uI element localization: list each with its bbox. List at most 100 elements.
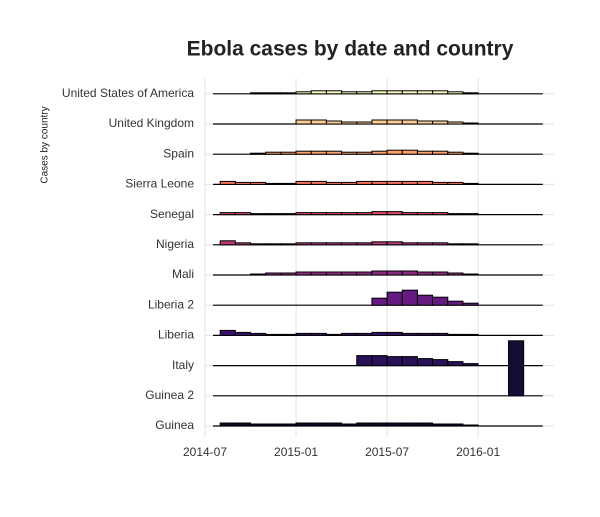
ridge-bin	[447, 213, 464, 216]
ridge-bin	[401, 212, 418, 216]
y-tick-label: Italy	[172, 358, 194, 372]
y-tick-label: Spain	[163, 146, 194, 160]
ridge-bin	[234, 331, 252, 336]
ridge-bin	[371, 270, 388, 276]
ridge-bin	[356, 212, 373, 216]
ridge-bin	[462, 152, 479, 155]
ridge-bin	[280, 182, 297, 185]
ridge-bin	[280, 333, 297, 336]
ridge-bin	[432, 150, 449, 155]
ridge-bin	[447, 243, 464, 246]
ridge-bin	[325, 181, 343, 185]
ridge-bin	[432, 359, 449, 367]
chart-title: Ebola cases by date and country	[187, 38, 514, 61]
ridge-bin	[234, 212, 252, 216]
ridge-bin	[356, 91, 373, 95]
ridge-bin	[447, 333, 464, 336]
ridge-bin	[265, 213, 282, 216]
ridge-bin	[371, 422, 388, 427]
ridge-bin	[280, 423, 297, 427]
ridge-bin	[371, 331, 388, 336]
ridge-bin	[250, 243, 267, 246]
ridge-bin	[416, 358, 434, 367]
ridge-bin	[447, 300, 464, 306]
ridge-bin	[356, 121, 373, 125]
ridge-bin	[371, 241, 388, 246]
ridge-bin	[341, 151, 358, 155]
ridge-bin	[447, 272, 464, 276]
ridge-bin	[462, 302, 479, 306]
ridge-bin	[295, 180, 312, 185]
ridge-bin	[447, 91, 464, 95]
ridge-bin	[386, 149, 403, 155]
ridge-bin	[280, 151, 297, 155]
x-tick-label: 2015-01	[274, 445, 318, 459]
y-axis-label: Cases by country	[40, 106, 51, 183]
ridge-bin	[250, 273, 267, 276]
ridge-bin	[447, 181, 464, 185]
ridge-bin	[507, 340, 525, 397]
ridge-bin	[401, 90, 418, 95]
ridge-bin	[341, 121, 358, 125]
ridge-bin	[295, 242, 312, 246]
x-tick-label: 2014-07	[183, 445, 227, 459]
ridge-bin	[432, 332, 449, 336]
ridge-bin	[265, 272, 282, 276]
ridge-bin	[341, 212, 358, 216]
ridge-bin	[401, 422, 418, 427]
ridge-bin	[250, 181, 267, 185]
ridge-bin	[310, 242, 327, 246]
ridge-bin	[386, 291, 403, 306]
ridge-bin	[371, 150, 388, 155]
ridge-bin	[432, 212, 449, 216]
ridge-bin	[356, 151, 373, 155]
y-tick-label: Guinea 2	[145, 388, 194, 402]
ridge-bin	[386, 90, 403, 95]
ridge-bin	[416, 271, 434, 276]
ridge-bin	[416, 90, 434, 95]
ridge-bin	[462, 122, 479, 125]
ridge-bin	[250, 92, 267, 95]
ridge-bin	[386, 422, 403, 427]
ridge-bin	[356, 332, 373, 336]
y-tick-label: Nigeria	[156, 237, 194, 251]
ridge-bin	[462, 363, 479, 367]
ridge-bin	[432, 271, 449, 276]
ridge-bin	[462, 424, 479, 427]
ridge-bin	[401, 119, 418, 125]
ridge-bin	[310, 90, 327, 95]
ridge-bin	[310, 180, 327, 185]
ridge-bin	[416, 294, 434, 306]
ridge-bin	[341, 271, 358, 276]
ridge-bin	[310, 150, 327, 155]
ridge-bin	[356, 355, 373, 367]
ridge-bin	[250, 213, 267, 216]
ridge-bin	[219, 240, 236, 246]
y-tick-label: Liberia 2	[148, 297, 194, 311]
x-tick-label: 2016-01	[456, 445, 500, 459]
ridge-bin	[371, 90, 388, 95]
ridge-bin	[295, 332, 312, 336]
ridge-bin	[462, 333, 479, 336]
ridge-bin	[310, 212, 327, 216]
ridge-bin	[432, 423, 449, 427]
ridge-bin	[401, 242, 418, 246]
ridge-bin	[341, 91, 358, 95]
ridge-bin	[401, 270, 418, 276]
ridge-bin	[295, 212, 312, 216]
ridge-bin	[401, 180, 418, 185]
ridge-bin	[341, 423, 358, 427]
ridge-bin	[219, 422, 236, 427]
ridge-bin	[325, 90, 343, 95]
ridge-bin	[386, 180, 403, 185]
ridge-bin	[325, 212, 343, 216]
ridge-bin	[265, 182, 282, 185]
ridge-bin	[386, 211, 403, 216]
ridge-bin	[356, 180, 373, 185]
ridge-bin	[295, 150, 312, 155]
ridge-bin	[219, 329, 236, 336]
ridge-bin	[325, 242, 343, 246]
ridge-bin	[416, 120, 434, 125]
ridge-bin	[234, 242, 252, 246]
